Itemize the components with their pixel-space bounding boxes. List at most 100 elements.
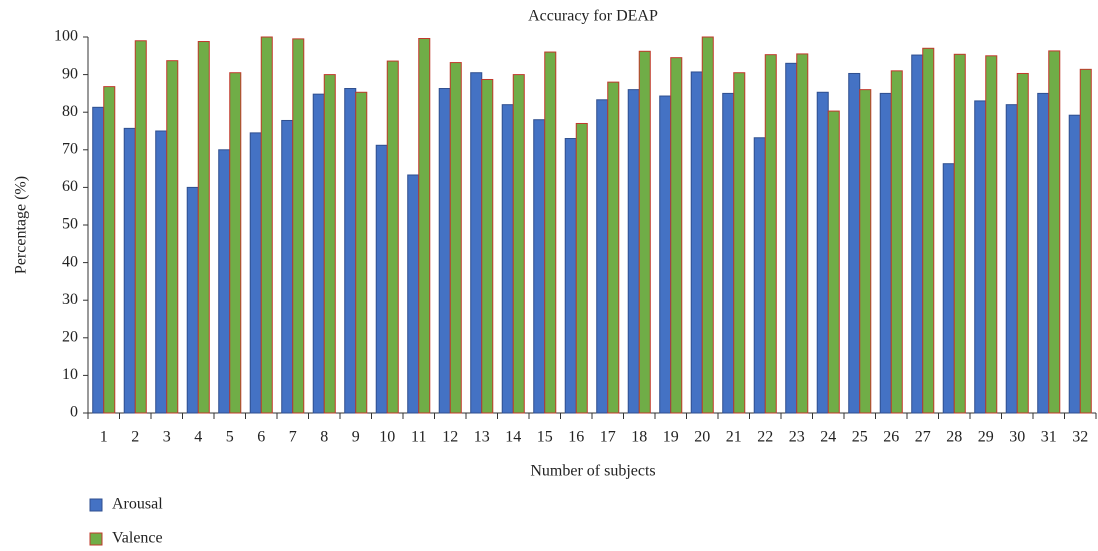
bar bbox=[796, 53, 809, 414]
bar bbox=[596, 99, 609, 414]
bar bbox=[985, 55, 998, 414]
x-tick-label: 11 bbox=[411, 429, 426, 446]
bar bbox=[512, 74, 525, 414]
x-tick-label: 29 bbox=[978, 429, 994, 446]
bar bbox=[827, 110, 840, 414]
x-tick-label: 28 bbox=[946, 429, 962, 446]
bar bbox=[375, 144, 388, 414]
bar bbox=[407, 174, 420, 414]
bar bbox=[638, 50, 651, 414]
bar bbox=[197, 41, 210, 414]
bar bbox=[785, 62, 798, 414]
bar bbox=[659, 95, 672, 414]
bar bbox=[229, 72, 242, 414]
y-tick-label: 40 bbox=[62, 253, 78, 270]
chart-title: Accuracy for DEAP bbox=[528, 8, 658, 25]
bar bbox=[690, 71, 703, 414]
x-tick-label: 21 bbox=[726, 429, 742, 446]
bar bbox=[344, 88, 357, 414]
bar bbox=[1079, 68, 1092, 414]
x-tick-label: 9 bbox=[352, 429, 360, 446]
bar bbox=[103, 86, 116, 414]
bar bbox=[607, 81, 620, 414]
bar bbox=[879, 92, 892, 414]
bar bbox=[1016, 72, 1029, 414]
bar bbox=[942, 163, 955, 414]
x-tick-label: 31 bbox=[1041, 429, 1057, 446]
x-tick-label: 25 bbox=[852, 429, 868, 446]
y-tick-label: 100 bbox=[54, 28, 78, 45]
bar bbox=[859, 89, 872, 414]
bar bbox=[974, 100, 987, 414]
x-tick-label: 6 bbox=[257, 429, 265, 446]
bar bbox=[186, 186, 199, 414]
bar bbox=[701, 36, 714, 414]
bar bbox=[1048, 50, 1061, 414]
x-tick-label: 2 bbox=[131, 429, 139, 446]
legend-label: Valence bbox=[112, 530, 163, 547]
bar bbox=[134, 40, 147, 414]
x-axis-label: Number of subjects bbox=[530, 463, 655, 480]
x-tick-label: 7 bbox=[289, 429, 297, 446]
x-tick-label: 26 bbox=[883, 429, 899, 446]
x-tick-label: 13 bbox=[474, 429, 490, 446]
x-tick-label: 1 bbox=[100, 429, 108, 446]
y-tick-label: 20 bbox=[62, 328, 78, 345]
x-tick-label: 30 bbox=[1009, 429, 1025, 446]
x-tick-label: 10 bbox=[379, 429, 395, 446]
x-tick-label: 18 bbox=[631, 429, 647, 446]
bar bbox=[312, 93, 325, 414]
bar bbox=[323, 74, 336, 414]
bar bbox=[753, 137, 766, 414]
bar bbox=[501, 104, 514, 414]
bar bbox=[386, 60, 399, 414]
bar bbox=[670, 57, 683, 414]
bar bbox=[92, 106, 105, 414]
y-tick-label: 70 bbox=[62, 140, 78, 157]
x-tick-label: 22 bbox=[757, 429, 773, 446]
bar bbox=[575, 122, 588, 414]
legend-label: Arousal bbox=[112, 496, 163, 513]
bar bbox=[564, 138, 577, 414]
bar bbox=[922, 47, 935, 414]
y-tick-label: 50 bbox=[62, 216, 78, 233]
x-tick-label: 8 bbox=[320, 429, 328, 446]
bar bbox=[438, 88, 451, 414]
x-tick-label: 23 bbox=[789, 429, 805, 446]
bar bbox=[292, 38, 305, 414]
x-tick-label: 17 bbox=[600, 429, 616, 446]
bar bbox=[1037, 92, 1050, 414]
bar bbox=[953, 53, 966, 414]
x-tick-label: 19 bbox=[663, 429, 679, 446]
x-tick-label: 4 bbox=[194, 429, 202, 446]
bar bbox=[533, 119, 546, 414]
bar bbox=[166, 60, 179, 414]
legend-swatch bbox=[89, 532, 103, 546]
x-tick-label: 20 bbox=[694, 429, 710, 446]
bar bbox=[544, 51, 557, 414]
x-tick-label: 32 bbox=[1072, 429, 1088, 446]
x-tick-label: 27 bbox=[915, 429, 931, 446]
bar bbox=[249, 132, 262, 414]
bar bbox=[733, 72, 746, 414]
y-axis-label: Percentage (%) bbox=[13, 176, 30, 274]
bar bbox=[418, 38, 431, 414]
y-tick-label: 60 bbox=[62, 178, 78, 195]
bar bbox=[218, 149, 231, 414]
bar bbox=[123, 127, 136, 414]
legend-swatch bbox=[89, 498, 103, 512]
y-tick-label: 10 bbox=[62, 366, 78, 383]
bar bbox=[449, 62, 462, 414]
bar bbox=[470, 72, 483, 414]
x-tick-label: 15 bbox=[537, 429, 553, 446]
bar bbox=[1068, 114, 1081, 414]
x-tick-label: 14 bbox=[505, 429, 521, 446]
bar bbox=[355, 91, 368, 414]
y-tick-label: 90 bbox=[62, 65, 78, 82]
x-tick-label: 12 bbox=[442, 429, 458, 446]
y-tick-label: 0 bbox=[70, 404, 78, 421]
bar bbox=[848, 72, 861, 414]
x-tick-label: 24 bbox=[820, 429, 836, 446]
y-tick-label: 80 bbox=[62, 103, 78, 120]
